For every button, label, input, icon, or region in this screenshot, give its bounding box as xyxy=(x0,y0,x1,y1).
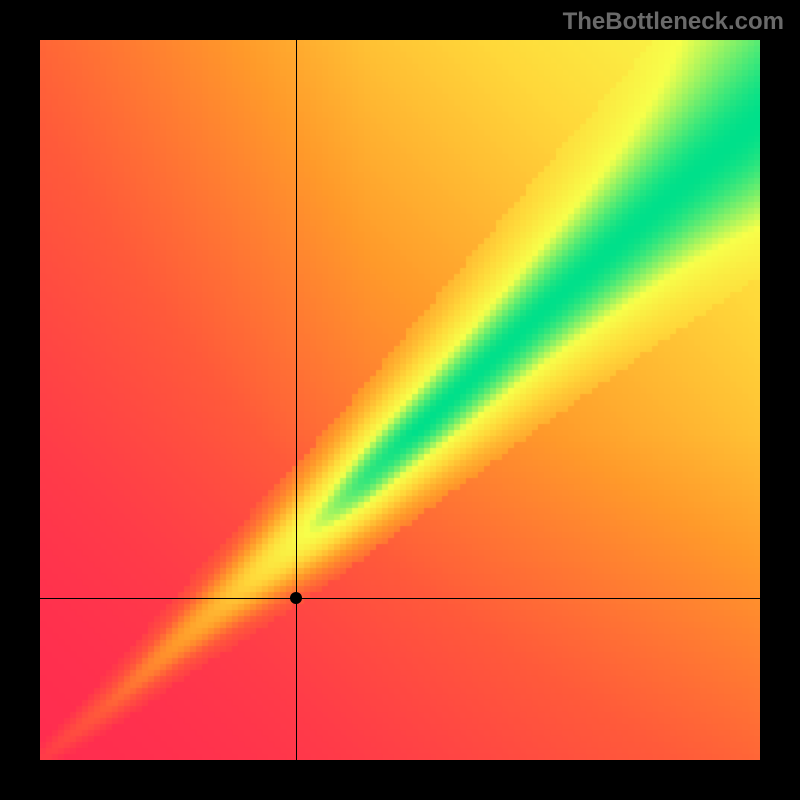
crosshair-horizontal xyxy=(40,598,760,599)
chart-container: TheBottleneck.com xyxy=(0,0,800,800)
watermark-text: TheBottleneck.com xyxy=(563,8,784,36)
heatmap-canvas xyxy=(40,40,760,760)
crosshair-marker xyxy=(290,592,302,604)
plot-area xyxy=(40,40,760,760)
crosshair-vertical xyxy=(296,40,297,760)
